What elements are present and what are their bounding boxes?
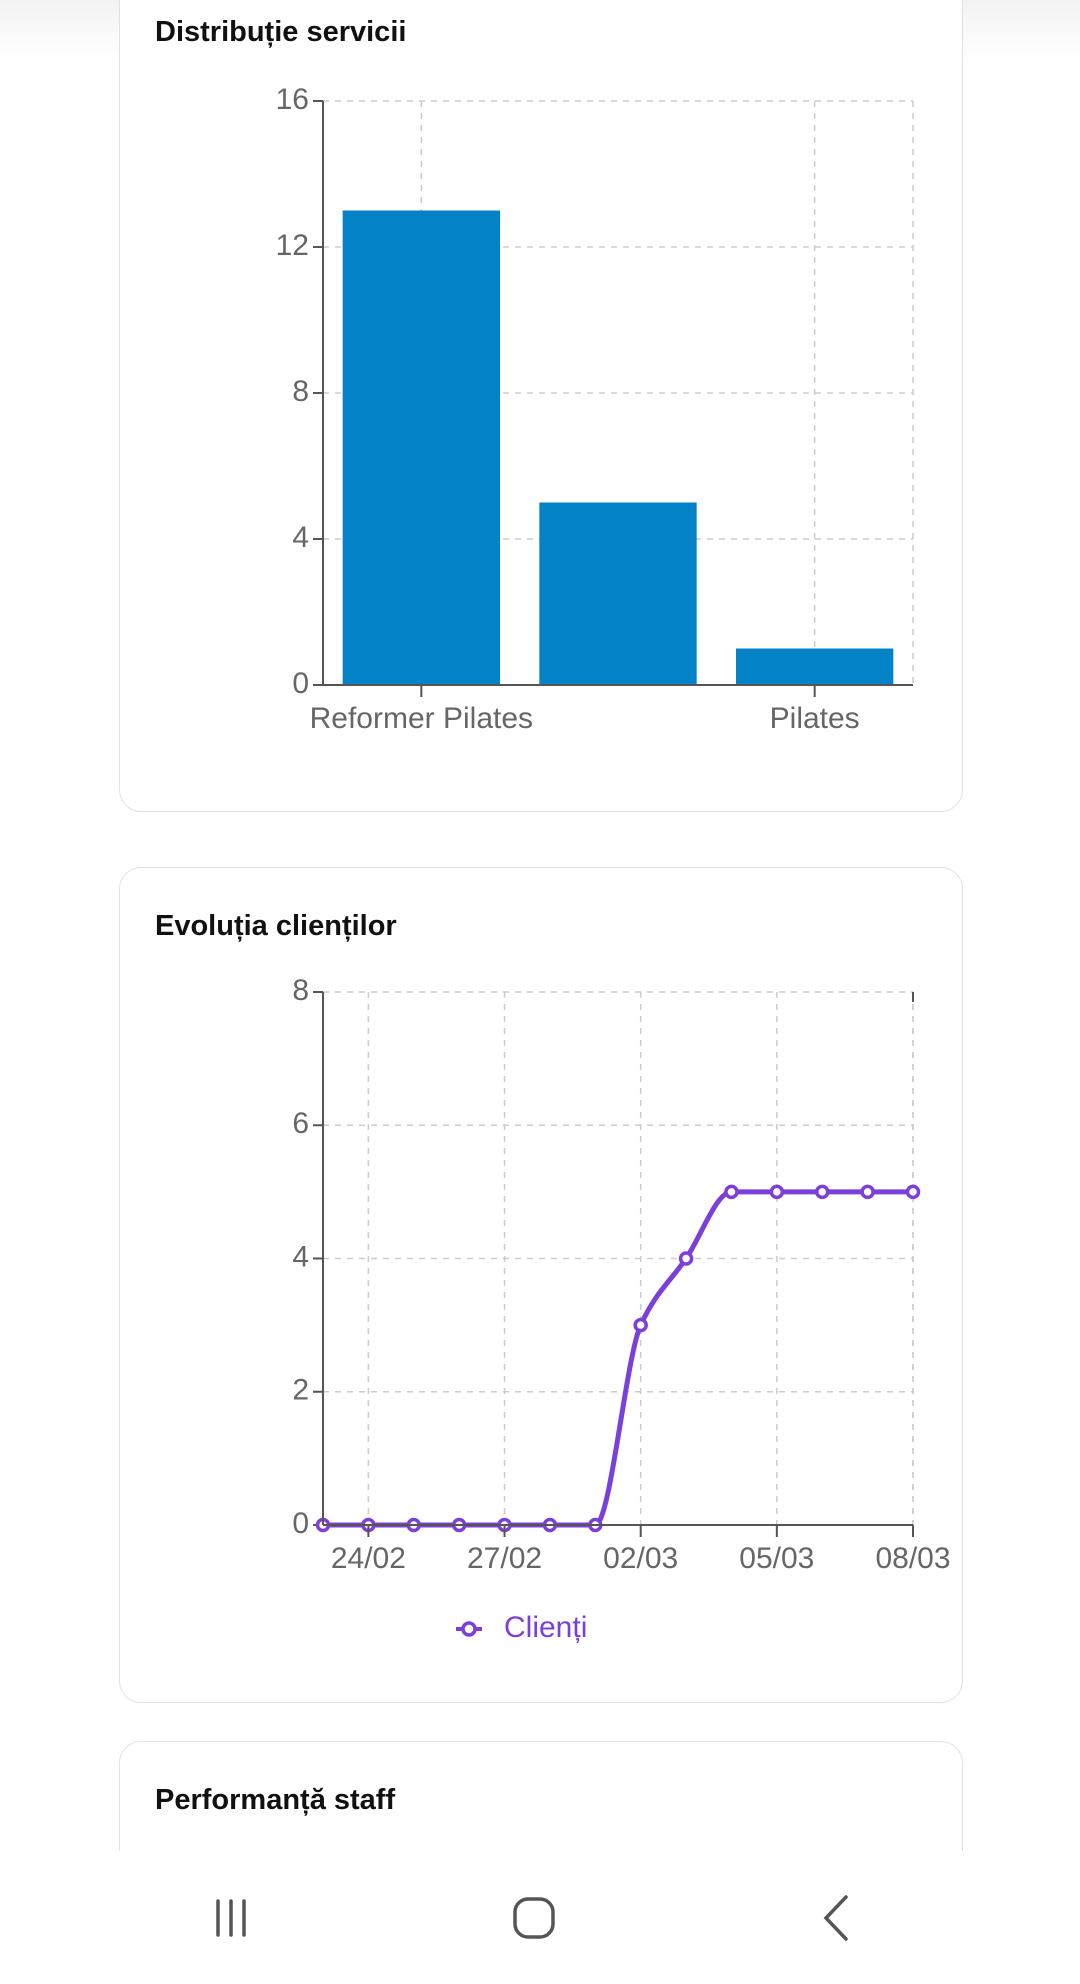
card-title: Distribuție servicii bbox=[155, 16, 407, 48]
card-title: Performanță staff bbox=[155, 1784, 396, 1816]
navigation-bar bbox=[0, 1851, 1080, 1979]
back-button[interactable] bbox=[823, 1895, 848, 1941]
card: Evoluția clienților bbox=[119, 867, 963, 1703]
card: Distribuție servicii bbox=[119, 0, 963, 812]
card-title: Evoluția clienților bbox=[155, 910, 397, 942]
home-button[interactable] bbox=[513, 1897, 555, 1939]
nav-icons bbox=[216, 1895, 848, 1941]
